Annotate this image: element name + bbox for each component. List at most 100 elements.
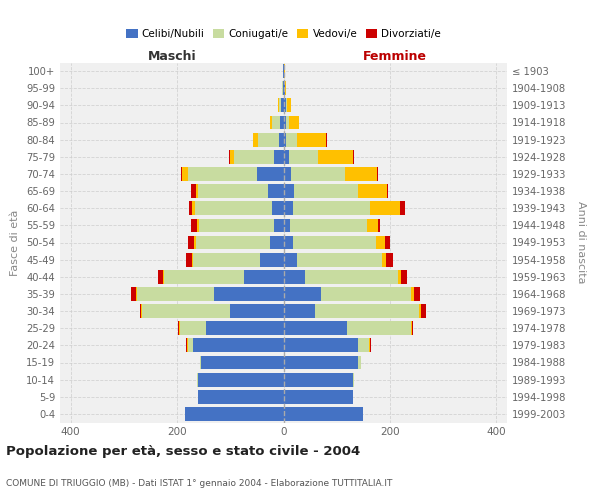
Bar <box>286 133 297 146</box>
Bar <box>286 116 289 130</box>
Bar <box>229 150 230 164</box>
Bar <box>279 133 284 146</box>
Bar <box>194 236 196 250</box>
Bar <box>194 202 272 215</box>
Bar <box>284 116 286 130</box>
Bar <box>190 202 192 215</box>
Bar <box>305 270 398 283</box>
Bar <box>292 167 344 181</box>
Bar <box>284 304 316 318</box>
Bar <box>280 116 284 130</box>
Bar <box>179 322 180 335</box>
Bar <box>385 236 391 250</box>
Bar <box>192 202 194 215</box>
Bar <box>272 116 280 130</box>
Bar <box>344 167 377 181</box>
Y-axis label: Fasce di età: Fasce di età <box>10 210 20 276</box>
Bar <box>286 98 287 112</box>
Bar <box>230 150 234 164</box>
Bar <box>370 202 400 215</box>
Bar <box>318 150 353 164</box>
Bar <box>284 202 293 215</box>
Bar <box>142 304 230 318</box>
Bar <box>376 236 385 250</box>
Bar <box>274 150 284 164</box>
Bar <box>188 167 257 181</box>
Bar <box>197 373 199 386</box>
Bar <box>260 253 284 266</box>
Bar <box>187 338 188 352</box>
Bar <box>284 150 289 164</box>
Bar <box>400 202 405 215</box>
Bar <box>297 133 326 146</box>
Bar <box>284 98 286 112</box>
Bar <box>284 322 347 335</box>
Bar <box>199 218 274 232</box>
Bar <box>284 390 353 404</box>
Bar <box>193 253 260 266</box>
Bar <box>230 304 284 318</box>
Bar <box>200 356 201 370</box>
Bar <box>191 218 197 232</box>
Bar <box>244 270 284 283</box>
Bar <box>293 202 370 215</box>
Bar <box>214 287 284 301</box>
Bar <box>321 287 411 301</box>
Bar <box>284 338 358 352</box>
Bar <box>382 253 386 266</box>
Bar <box>193 338 284 352</box>
Bar <box>284 253 297 266</box>
Bar <box>284 167 292 181</box>
Bar <box>284 287 321 301</box>
Bar <box>401 270 407 283</box>
Bar <box>199 373 284 386</box>
Text: COMUNE DI TRIUGGIO (MB) - Dati ISTAT 1° gennaio 2004 - Elaborazione TUTTITALIA.I: COMUNE DI TRIUGGIO (MB) - Dati ISTAT 1° … <box>6 478 392 488</box>
Bar <box>411 287 414 301</box>
Bar <box>279 98 281 112</box>
Bar <box>411 322 412 335</box>
Bar <box>278 98 279 112</box>
Bar <box>191 184 196 198</box>
Bar <box>419 304 421 318</box>
Bar <box>178 322 179 335</box>
Bar <box>199 184 268 198</box>
Bar <box>358 356 361 370</box>
Bar <box>316 304 419 318</box>
Y-axis label: Anni di nascita: Anni di nascita <box>576 201 586 284</box>
Bar <box>253 133 258 146</box>
Bar <box>353 373 354 386</box>
Bar <box>270 236 284 250</box>
Bar <box>185 407 284 421</box>
Bar <box>196 236 270 250</box>
Bar <box>358 338 368 352</box>
Bar <box>188 236 194 250</box>
Bar <box>272 202 284 215</box>
Bar <box>289 116 299 130</box>
Bar <box>196 184 199 198</box>
Bar <box>181 167 182 181</box>
Bar <box>206 322 284 335</box>
Bar <box>258 133 279 146</box>
Bar <box>131 287 136 301</box>
Bar <box>284 82 286 95</box>
Bar <box>377 218 380 232</box>
Bar <box>367 218 377 232</box>
Bar <box>284 373 353 386</box>
Bar <box>289 150 318 164</box>
Bar <box>274 218 284 232</box>
Bar <box>284 218 290 232</box>
Bar <box>201 356 284 370</box>
Bar <box>358 184 387 198</box>
Bar <box>197 218 199 232</box>
Bar <box>290 218 367 232</box>
Bar <box>281 98 284 112</box>
Bar <box>140 304 142 318</box>
Bar <box>284 356 358 370</box>
Bar <box>188 338 193 352</box>
Bar <box>412 322 413 335</box>
Bar <box>326 133 327 146</box>
Bar <box>192 253 193 266</box>
Bar <box>185 253 192 266</box>
Bar <box>297 253 382 266</box>
Bar <box>164 270 244 283</box>
